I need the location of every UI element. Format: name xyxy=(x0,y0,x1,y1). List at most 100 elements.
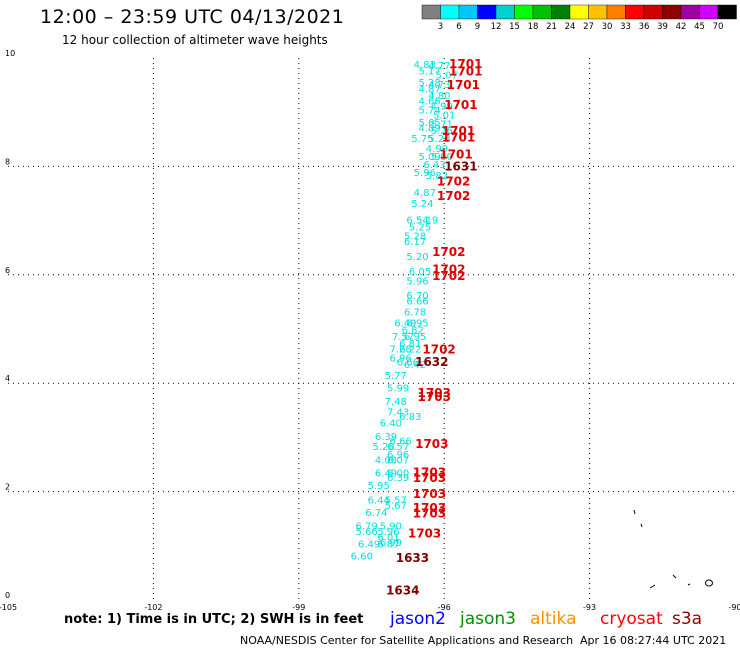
colorbar-swatch xyxy=(514,4,534,20)
swh-value: 6.83 xyxy=(399,412,421,423)
swh-value: 6.82 xyxy=(402,325,424,336)
swh-value: 6.49 xyxy=(394,318,416,329)
island-outline xyxy=(705,579,713,587)
swh-value: 5.26 xyxy=(431,126,453,137)
colorbar-label: 3 xyxy=(438,22,443,32)
y-tick-label: 6 xyxy=(5,266,10,275)
track-id-label: 1701 xyxy=(444,98,477,112)
colorbar-label: 9 xyxy=(475,22,480,32)
swh-value: 6.95 xyxy=(404,332,426,343)
track-id-label: 1634 xyxy=(386,584,419,598)
colorbar-swatch xyxy=(588,4,608,20)
legend-s3a: s3a xyxy=(672,609,703,629)
y-tick-label: 4 xyxy=(5,374,10,383)
swh-value: 5.28 xyxy=(372,442,394,453)
swh-value: 5.66 xyxy=(356,527,378,538)
track-id-label: 1703 xyxy=(418,390,451,404)
swh-value: 5.75 xyxy=(411,134,433,145)
track-id-label: 1703 xyxy=(413,465,446,479)
colorbar-swatch xyxy=(421,4,441,20)
swh-value: 5.24 xyxy=(411,199,433,210)
track-id-label: 1633 xyxy=(396,551,429,565)
track-id-label: 1703 xyxy=(413,487,446,501)
track-id-label: 1702 xyxy=(432,245,465,259)
swh-value: 5.96 xyxy=(414,168,436,179)
colorbar-label: 15 xyxy=(509,22,520,32)
swh-value: 4.87 xyxy=(414,188,436,199)
swh-value: 4.99 xyxy=(426,144,448,155)
track-id-label: 1703 xyxy=(413,507,446,521)
swh-points: 4.834.775.175.075.284.734.874.804.664.99… xyxy=(351,60,458,563)
x-tick-label: -102 xyxy=(144,603,162,612)
swh-value: 6.07 xyxy=(387,455,409,466)
swh-value: 6.66 xyxy=(397,357,419,368)
swh-value: 6.96 xyxy=(389,354,411,365)
swh-value: 4.89 xyxy=(419,124,441,135)
swh-value: 5.65 xyxy=(419,118,441,129)
colorbar-label: 27 xyxy=(583,22,594,32)
colorbar-label: 70 xyxy=(713,22,724,32)
swh-value: 5.96 xyxy=(406,277,428,288)
swh-value: 7.43 xyxy=(387,408,409,419)
island-marks xyxy=(633,509,691,589)
swh-value: 5.28 xyxy=(428,134,450,145)
swh-value: 4.08 xyxy=(375,455,397,466)
legend-cryosat: cryosat xyxy=(600,609,663,629)
swh-value: 6.78 xyxy=(404,307,426,318)
swh-value: 5.95 xyxy=(368,481,390,492)
x-tick-label: -99 xyxy=(292,603,305,612)
colorbar-swatch xyxy=(680,4,700,20)
swh-value: 6.66 xyxy=(406,297,428,308)
colorbar-label: 42 xyxy=(676,22,687,32)
track-id-label: 1702 xyxy=(432,263,465,277)
swh-value: 6.95 xyxy=(406,318,428,329)
swh-value: 5.96 xyxy=(377,527,399,538)
swh-value: 6.00 xyxy=(387,468,409,479)
y-tick-label: 2 xyxy=(5,483,10,492)
credit-line: NOAA/NESDIS Center for Satellite Applica… xyxy=(240,634,574,647)
colorbar-label: 45 xyxy=(694,22,705,32)
colorbar-label: 6 xyxy=(456,22,461,32)
swh-value: 5.71 xyxy=(431,119,453,130)
track-id-label: 1702 xyxy=(432,269,465,283)
swh-value: 7.57 xyxy=(392,332,414,343)
swh-value: 5.28 xyxy=(419,78,441,89)
track-id-label: 1703 xyxy=(413,501,446,515)
legend-jason3: jason3 xyxy=(460,609,516,629)
swh-value: 6.43 xyxy=(423,160,445,171)
swh-value: 6.39 xyxy=(375,432,397,443)
swh-value: 5.77 xyxy=(385,371,407,382)
colorbar-label: 12 xyxy=(491,22,502,32)
colorbar-swatch xyxy=(606,4,626,20)
swh-value: 6.79 xyxy=(356,522,378,533)
track-id-label: 1701 xyxy=(449,64,482,78)
colorbar-label: 39 xyxy=(657,22,668,32)
footnote: note: 1) Time is in UTC; 2) SWH is in fe… xyxy=(64,612,364,627)
swh-value: 6.81 xyxy=(399,339,421,350)
swh-value: 6.39 xyxy=(387,473,409,484)
swh-value: 6.96 xyxy=(387,450,409,461)
y-tick-label: 10 xyxy=(5,49,15,58)
swh-value: 4.83 xyxy=(414,60,436,71)
swh-value: 6.54 xyxy=(406,215,428,226)
track-id-label: 1703 xyxy=(408,527,441,541)
track-id-label: 1703 xyxy=(415,437,448,451)
colorbar-swatch xyxy=(625,4,645,20)
swh-value: 7.28 xyxy=(389,344,411,355)
colorbar-label: 24 xyxy=(565,22,576,32)
colorbar-label: 18 xyxy=(528,22,539,32)
swh-value: 6.44 xyxy=(368,496,390,507)
swh-value: 4.87 xyxy=(419,85,441,96)
swh-value: 4.80 xyxy=(428,91,450,102)
track-id-label: 1702 xyxy=(422,342,455,356)
swh-value: 5.28 xyxy=(404,232,426,243)
colorbar-swatch xyxy=(643,4,663,20)
swh-value: 4.66 xyxy=(419,97,441,108)
track-id-label: 1702 xyxy=(437,174,470,188)
track-ids: 1701170117011701170117011701163117021702… xyxy=(386,57,482,598)
colorbar-swatch xyxy=(458,4,478,20)
track-id-label: 1631 xyxy=(444,160,477,174)
swh-value: 4.77 xyxy=(428,61,450,72)
swh-value: 6.70 xyxy=(406,291,428,302)
